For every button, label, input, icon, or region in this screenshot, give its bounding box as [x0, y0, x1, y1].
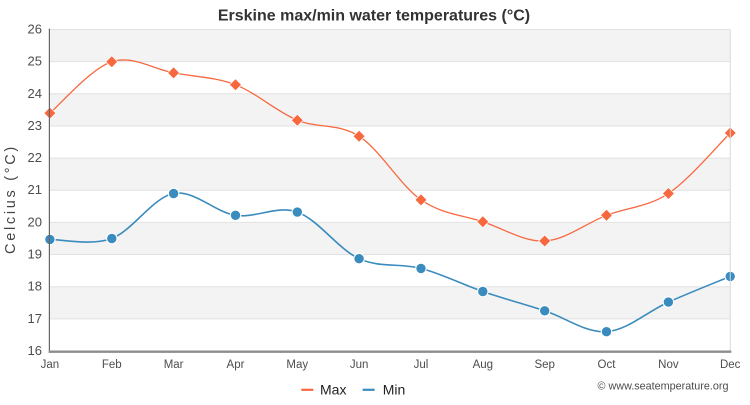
- svg-text:16: 16: [28, 343, 42, 358]
- svg-text:Max: Max: [320, 382, 346, 398]
- svg-text:Erskine max/min water temperat: Erskine max/min water temperatures (°C): [218, 8, 530, 25]
- svg-text:Oct: Oct: [598, 359, 617, 371]
- svg-text:May: May: [286, 359, 308, 371]
- svg-text:Min: Min: [383, 382, 406, 398]
- svg-text:24: 24: [28, 86, 42, 101]
- svg-text:Celcius (°C): Celcius (°C): [3, 144, 19, 254]
- svg-text:Sep: Sep: [534, 359, 554, 371]
- svg-text:19: 19: [28, 247, 42, 262]
- svg-text:17: 17: [28, 311, 42, 326]
- svg-text:Jul: Jul: [414, 359, 429, 371]
- svg-text:Feb: Feb: [102, 359, 122, 371]
- svg-text:Jan: Jan: [41, 359, 60, 371]
- svg-text:Dec: Dec: [720, 359, 741, 371]
- svg-text:Jun: Jun: [350, 359, 369, 371]
- svg-text:18: 18: [28, 279, 42, 294]
- svg-text:26: 26: [28, 22, 42, 37]
- svg-text:21: 21: [28, 182, 42, 197]
- svg-text:Apr: Apr: [227, 359, 245, 371]
- svg-text:25: 25: [28, 54, 42, 69]
- svg-text:Nov: Nov: [658, 359, 679, 371]
- svg-text:22: 22: [28, 150, 42, 165]
- svg-text:23: 23: [28, 118, 42, 133]
- svg-text:20: 20: [28, 214, 42, 229]
- svg-text:Mar: Mar: [164, 359, 184, 371]
- svg-text:Aug: Aug: [473, 359, 493, 371]
- svg-text:© www.seatemperature.org: © www.seatemperature.org: [598, 381, 729, 393]
